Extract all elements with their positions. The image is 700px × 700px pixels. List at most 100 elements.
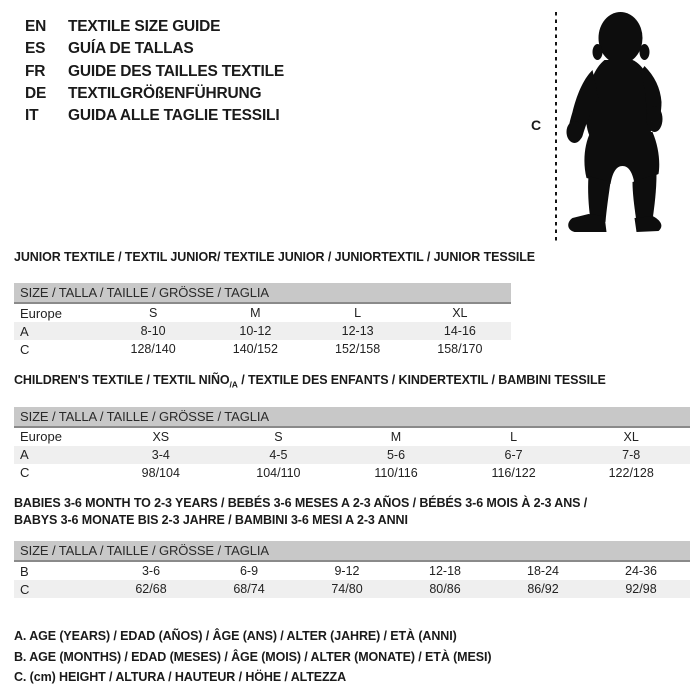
babies-row-b: B 3-6 6-9 9-12 12-18 18-24 24-36 (14, 562, 690, 580)
size-cell: 152/158 (335, 342, 381, 356)
size-cell: 6-7 (504, 447, 523, 462)
size-cell: 10-12 (239, 324, 272, 338)
language-row: FR GUIDE DES TAILLES TEXTILE (25, 61, 284, 83)
children-row-a: A 3-4 4-5 5-6 6-7 7-8 (14, 445, 690, 464)
size-cell: 3-6 (141, 564, 161, 578)
language-row: ES GUÍA DE TALLAS (25, 38, 284, 60)
size-cell: 68/74 (233, 582, 265, 596)
size-cell: 74/80 (331, 582, 363, 596)
junior-title-line: JUNIOR TEXTILE / TEXTIL JUNIOR/ TEXTILE … (14, 249, 535, 266)
language-row: DE TEXTILGRÖßENFÜHRUNG (25, 83, 284, 105)
size-cell: 86/92 (527, 582, 559, 596)
row-label: Europe (20, 429, 62, 444)
language-code: IT (25, 107, 39, 125)
babies-table-title: BABIES 3-6 MONTH TO 2-3 YEARS / BEBÉS 3-… (14, 495, 690, 529)
junior-row-c: C 128/140 140/152 152/158 158/170 (14, 340, 511, 358)
legend-line: C. (cm) HEIGHT / ALTURA / HAUTEUR / HÖHE… (14, 670, 347, 684)
size-cell: 62/68 (135, 582, 167, 596)
children-size-table: SIZE / TALLA / TAILLE / GRÖSSE / TAGLIA E… (14, 406, 690, 482)
size-cell: 12-18 (429, 564, 461, 578)
size-cell: 116/122 (491, 465, 536, 480)
size-cell: 122/128 (608, 465, 654, 480)
children-row-europe: Europe XS S M L XL (14, 428, 690, 446)
row-label: A (20, 323, 29, 339)
toddler-silhouette-icon (566, 12, 663, 232)
row-label: C (20, 465, 30, 480)
babies-title-text: BABYS 3-6 MONATE BIS 2-3 JAHRE / BAMBINI… (14, 513, 408, 527)
row-label: C (20, 581, 30, 597)
junior-size-table: SIZE / TALLA / TAILLE / GRÖSSE / TAGLIA E… (14, 283, 511, 358)
row-label: A (20, 447, 29, 462)
size-cell: S (148, 306, 158, 320)
size-cell: 24-36 (625, 564, 657, 578)
size-cell: L (510, 429, 518, 444)
size-header-bar: SIZE / TALLA / TAILLE / GRÖSSE / TAGLIA (14, 541, 690, 562)
size-cell: 7-8 (622, 447, 641, 462)
size-cell: 12-13 (341, 324, 374, 338)
language-guide-title: GUÍA DE TALLAS (68, 40, 194, 58)
language-guide-title: TEXTILGRÖßENFÜHRUNG (68, 84, 262, 102)
legend-line: B. AGE (MONTHS) / EDAD (MESES) / ÂGE (MO… (14, 649, 492, 664)
size-cell: 104/110 (256, 465, 301, 480)
language-guide-title: GUIDA ALLE TAGLIE TESSILI (68, 107, 280, 125)
size-cell: 5-6 (386, 447, 406, 462)
junior-row-a: A 8-10 10-12 12-13 14-16 (14, 322, 511, 340)
babies-size-table: SIZE / TALLA / TAILLE / GRÖSSE / TAGLIA B… (14, 541, 690, 598)
row-label: C (20, 341, 30, 357)
size-cell: 158/170 (437, 342, 483, 356)
language-row: EN TEXTILE SIZE GUIDE (25, 16, 284, 38)
size-cell: XL (623, 429, 639, 444)
junior-row-europe: Europe S M L XL (14, 304, 511, 322)
size-cell: 80/86 (429, 582, 461, 596)
row-label: Europe (20, 305, 62, 321)
children-title-text: CHILDREN'S TEXTILE / TEXTIL NIÑO (14, 373, 230, 387)
size-cell: M (250, 306, 261, 320)
row-label: B (20, 563, 29, 579)
babies-title-text: BABIES 3-6 MONTH TO 2-3 YEARS / BEBÉS 3-… (14, 496, 588, 510)
size-header-bar: SIZE / TALLA / TAILLE / GRÖSSE / TAGLIA (14, 406, 690, 428)
children-title-text: /A (229, 379, 238, 390)
legend-line: A. AGE (YEARS) / EDAD (AÑOS) / ÂGE (ANS)… (14, 629, 457, 643)
size-cell: 128/140 (130, 342, 176, 356)
size-cell: 110/116 (374, 465, 418, 480)
junior-table-section: JUNIOR TEXTILE / TEXTIL JUNIOR/ TEXTILE … (14, 249, 535, 358)
size-cell: 92/98 (625, 582, 657, 596)
language-row: IT GUIDA ALLE TAGLIE TESSILI (25, 105, 284, 127)
language-title-list: EN TEXTILE SIZE GUIDE ES GUÍA DE TALLAS FR GU… (25, 16, 284, 127)
language-code: FR (25, 62, 46, 80)
size-header-bar: SIZE / TALLA / TAILLE / GRÖSSE / TAGLIA (14, 283, 511, 304)
size-cell: 3-4 (151, 447, 170, 462)
children-table-title: CHILDREN'S TEXTILE / TEXTIL NIÑO/A / TEX… (14, 372, 690, 394)
language-code: DE (25, 84, 47, 102)
size-cell: 140/152 (232, 342, 278, 356)
language-guide-title: TEXTILE SIZE GUIDE (68, 18, 221, 35)
size-cell: 98/104 (141, 465, 180, 480)
language-code: ES (25, 40, 46, 58)
children-row-c: C 98/104 104/110 110/116 116/122 122/128 (14, 464, 690, 482)
size-cell: 18-24 (527, 564, 559, 578)
babies-title-line: BABIES 3-6 MONTH TO 2-3 YEARS / BEBÉS 3-… (14, 495, 690, 512)
size-cell: S (274, 429, 283, 444)
babies-table-section: BABIES 3-6 MONTH TO 2-3 YEARS / BEBÉS 3-… (14, 495, 690, 598)
size-cell: 6-9 (239, 564, 259, 578)
size-cell: XL (452, 306, 468, 320)
language-guide-title: GUIDE DES TAILLES TEXTILE (68, 62, 285, 80)
junior-table-title: JUNIOR TEXTILE / TEXTIL JUNIOR/ TEXTILE … (14, 249, 535, 266)
size-cell: 14-16 (443, 324, 476, 338)
junior-title-text: JUNIOR TEXTILE / TEXTIL JUNIOR/ TEXTILE … (14, 250, 535, 264)
height-c-label: C (531, 117, 542, 133)
size-cell: 8-10 (140, 324, 166, 338)
children-title-line: CHILDREN'S TEXTILE / TEXTIL NIÑO/A / TEX… (14, 372, 690, 394)
children-table-section: CHILDREN'S TEXTILE / TEXTIL NIÑO/A / TEX… (14, 372, 690, 482)
size-cell: 4-5 (269, 447, 288, 462)
size-cell: L (354, 306, 362, 320)
size-cell: 9-12 (334, 564, 360, 578)
babies-row-c: C 62/68 68/74 74/80 80/86 86/92 92/98 (14, 580, 690, 598)
children-title-text: / TEXTILE DES ENFANTS / KINDERTEXTIL / B… (237, 373, 606, 387)
legend: A. AGE (YEARS) / EDAD (AÑOS) / ÂGE (ANS)… (14, 626, 492, 688)
babies-title-line: BABYS 3-6 MONATE BIS 2-3 JAHRE / BAMBINI… (14, 512, 690, 529)
size-cell: M (390, 429, 402, 444)
height-dotted-line (555, 12, 557, 242)
size-cell: XS (152, 429, 170, 444)
